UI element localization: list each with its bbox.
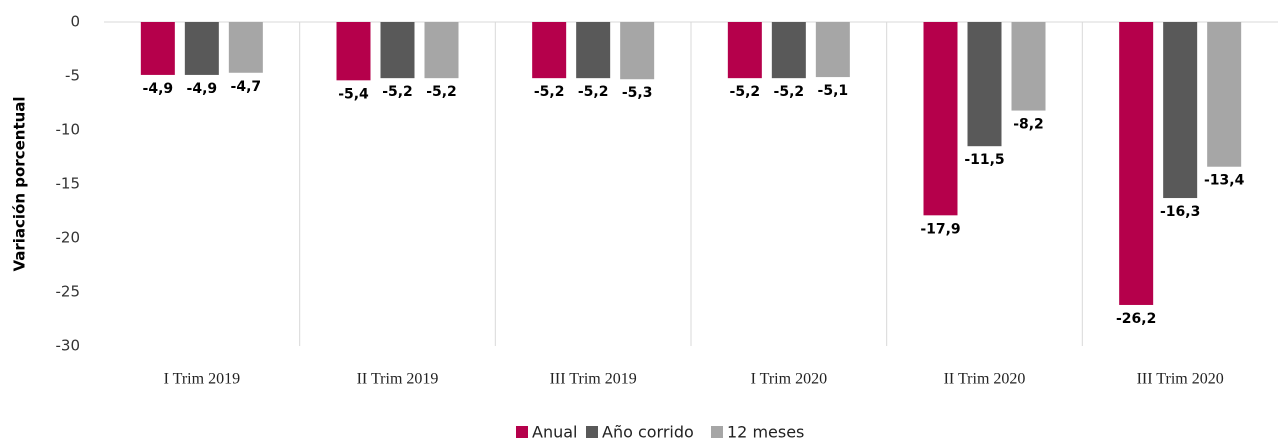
legend-label: Anual	[532, 423, 577, 440]
legend-label: Año corrido	[602, 423, 694, 440]
value-label: -13,4	[1204, 173, 1245, 189]
legend-swatch	[586, 426, 598, 438]
bar	[532, 22, 567, 79]
bar	[1011, 22, 1046, 111]
legend-label: 12 meses	[727, 423, 804, 440]
value-label: -11,5	[964, 152, 1004, 168]
y-tick-label: 0	[70, 13, 80, 31]
bar	[336, 22, 371, 81]
value-label: -4,9	[187, 81, 218, 97]
value-label: -5,2	[774, 84, 805, 100]
bar	[1163, 22, 1198, 199]
value-label: -5,2	[730, 84, 761, 100]
y-tick-label: -15	[56, 175, 81, 193]
value-label: -4,9	[143, 81, 174, 97]
bar	[380, 22, 415, 79]
value-label: -5,1	[818, 83, 849, 99]
y-tick-label: -25	[56, 283, 81, 301]
bar	[771, 22, 806, 79]
x-tick-label: I Trim 2020	[751, 371, 827, 388]
x-tick-label: III Trim 2019	[550, 371, 637, 388]
x-tick-label: II Trim 2019	[357, 371, 439, 388]
value-label: -8,2	[1013, 117, 1044, 133]
y-axis-label: Variación porcentual	[11, 96, 29, 271]
bar	[727, 22, 762, 79]
bar	[184, 22, 219, 75]
value-label: -5,2	[382, 84, 413, 100]
bar	[967, 22, 1002, 147]
value-label: -4,7	[231, 79, 262, 95]
bar	[424, 22, 459, 79]
value-label: -5,2	[426, 84, 457, 100]
bar	[923, 22, 958, 216]
bar	[815, 22, 850, 78]
legend-swatch	[711, 426, 723, 438]
bar	[1119, 22, 1154, 305]
bar	[228, 22, 263, 73]
bar	[576, 22, 611, 79]
x-tick-label: II Trim 2020	[944, 371, 1026, 388]
value-label: -26,2	[1116, 311, 1156, 327]
value-label: -5,3	[622, 85, 653, 101]
x-tick-label: I Trim 2019	[164, 371, 240, 388]
bar	[1207, 22, 1242, 167]
value-label: -17,9	[920, 221, 960, 237]
legend-swatch	[516, 426, 528, 438]
value-label: -5,2	[534, 84, 565, 100]
y-tick-label: -5	[65, 67, 80, 85]
y-tick-label: -30	[56, 337, 81, 355]
value-label: -5,2	[578, 84, 609, 100]
value-label: -5,4	[338, 86, 369, 102]
x-tick-label: III Trim 2020	[1137, 371, 1224, 388]
value-label: -16,3	[1160, 204, 1200, 220]
bar	[620, 22, 655, 80]
y-tick-label: -10	[56, 121, 81, 139]
y-tick-label: -20	[56, 229, 81, 247]
bar	[140, 22, 175, 75]
